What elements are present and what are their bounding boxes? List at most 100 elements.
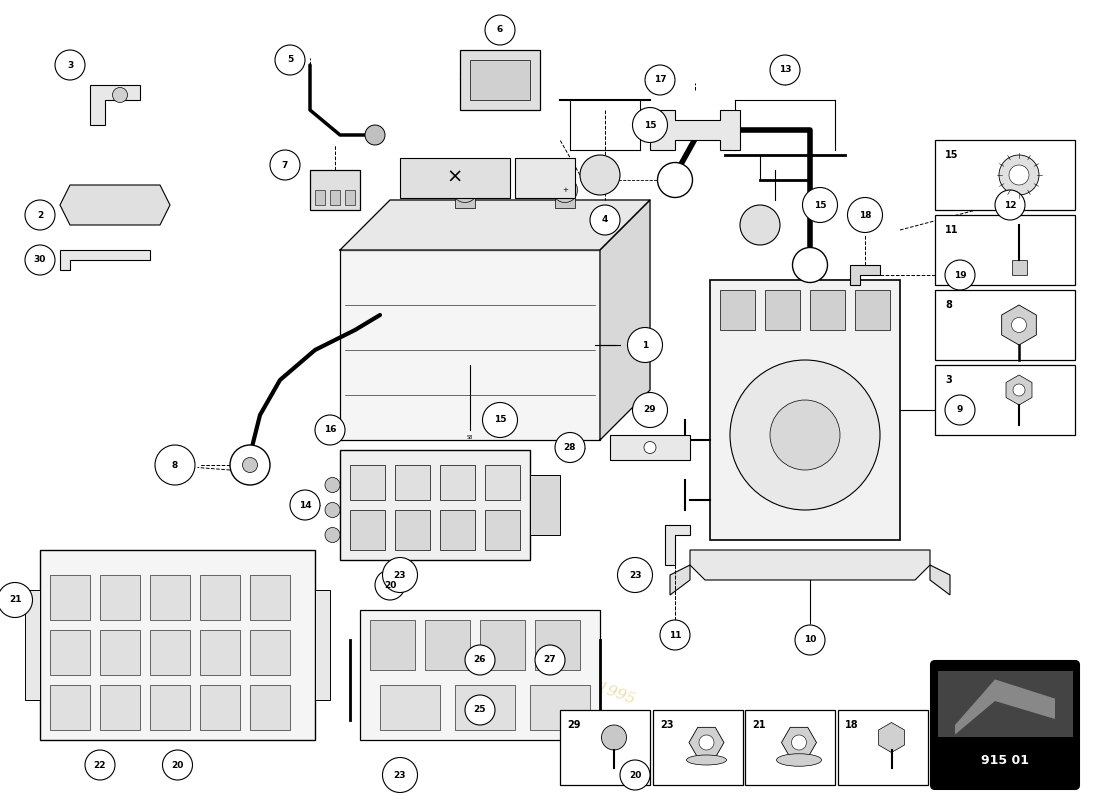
Text: 5: 5 — [287, 55, 293, 65]
Bar — [810, 290, 845, 330]
Bar — [150, 575, 190, 620]
Text: 29: 29 — [644, 406, 657, 414]
Bar — [440, 510, 475, 550]
Bar — [485, 510, 520, 550]
Polygon shape — [90, 85, 140, 125]
Circle shape — [645, 65, 675, 95]
Bar — [250, 575, 290, 620]
Text: 21: 21 — [9, 595, 21, 605]
Circle shape — [535, 645, 565, 675]
Circle shape — [999, 155, 1040, 195]
Bar — [710, 280, 900, 540]
Polygon shape — [670, 565, 690, 595]
Circle shape — [485, 15, 515, 45]
Bar — [745, 710, 835, 785]
Circle shape — [324, 527, 340, 542]
Polygon shape — [650, 110, 740, 150]
Circle shape — [375, 570, 405, 600]
Circle shape — [617, 558, 652, 593]
Text: 18: 18 — [845, 720, 859, 730]
Bar — [250, 630, 290, 675]
Text: 11: 11 — [945, 225, 958, 235]
Bar — [556, 193, 575, 207]
Circle shape — [163, 750, 192, 780]
Text: 18: 18 — [859, 210, 871, 219]
Circle shape — [1012, 318, 1026, 333]
Text: 27: 27 — [543, 655, 557, 665]
Bar — [652, 710, 742, 785]
Text: 29: 29 — [568, 720, 581, 730]
Polygon shape — [600, 200, 650, 440]
Circle shape — [465, 645, 495, 675]
Bar — [40, 550, 315, 740]
Circle shape — [730, 360, 880, 510]
Circle shape — [383, 558, 418, 593]
Circle shape — [620, 760, 650, 790]
Polygon shape — [930, 565, 950, 595]
Bar — [935, 365, 1075, 435]
Bar — [560, 710, 650, 785]
Text: 23: 23 — [394, 770, 406, 779]
Text: a passion for parts since 1995: a passion for parts since 1995 — [412, 614, 637, 706]
Circle shape — [803, 187, 837, 222]
Bar — [455, 685, 515, 730]
Circle shape — [644, 442, 656, 454]
Polygon shape — [25, 590, 40, 700]
Circle shape — [275, 45, 305, 75]
Bar — [379, 685, 440, 730]
Circle shape — [112, 87, 128, 102]
Text: 6: 6 — [497, 26, 503, 34]
Bar — [400, 158, 510, 198]
Circle shape — [55, 50, 85, 80]
Ellipse shape — [777, 754, 822, 766]
Bar — [837, 710, 927, 785]
Circle shape — [383, 758, 418, 793]
Bar — [515, 158, 575, 198]
Text: 14: 14 — [299, 501, 311, 510]
Circle shape — [770, 55, 800, 85]
Bar — [935, 215, 1075, 285]
Text: ×: × — [447, 168, 463, 187]
Text: 28: 28 — [563, 443, 576, 452]
Circle shape — [698, 735, 714, 750]
Text: 15: 15 — [644, 121, 657, 130]
Polygon shape — [690, 550, 930, 580]
Text: 26: 26 — [474, 655, 486, 665]
Bar — [530, 475, 560, 535]
Text: 20: 20 — [172, 761, 184, 770]
Bar — [470, 60, 530, 100]
Bar — [480, 620, 525, 670]
Text: 15: 15 — [945, 150, 958, 160]
Circle shape — [945, 395, 975, 425]
Bar — [360, 610, 600, 740]
Text: 8: 8 — [172, 461, 178, 470]
FancyBboxPatch shape — [937, 671, 1072, 737]
Bar — [764, 290, 800, 330]
Circle shape — [1013, 384, 1025, 396]
Bar — [200, 575, 240, 620]
Circle shape — [792, 247, 827, 282]
Bar — [370, 620, 415, 670]
Text: 3: 3 — [67, 61, 73, 70]
Text: 11: 11 — [669, 630, 681, 639]
Text: 17: 17 — [653, 75, 667, 85]
Text: 15: 15 — [814, 201, 826, 210]
Circle shape — [945, 260, 975, 290]
Circle shape — [365, 125, 385, 145]
Ellipse shape — [686, 755, 726, 765]
Text: 1: 1 — [642, 341, 648, 350]
Bar — [395, 465, 430, 500]
Bar — [855, 290, 890, 330]
Text: 16: 16 — [323, 426, 337, 434]
Bar — [150, 685, 190, 730]
Circle shape — [483, 402, 517, 438]
Bar — [935, 140, 1075, 210]
Bar — [485, 465, 520, 500]
Polygon shape — [666, 525, 690, 565]
Polygon shape — [60, 250, 150, 270]
Polygon shape — [60, 185, 170, 225]
Circle shape — [0, 582, 33, 618]
Circle shape — [795, 625, 825, 655]
Circle shape — [1009, 165, 1028, 185]
Bar — [345, 190, 355, 205]
